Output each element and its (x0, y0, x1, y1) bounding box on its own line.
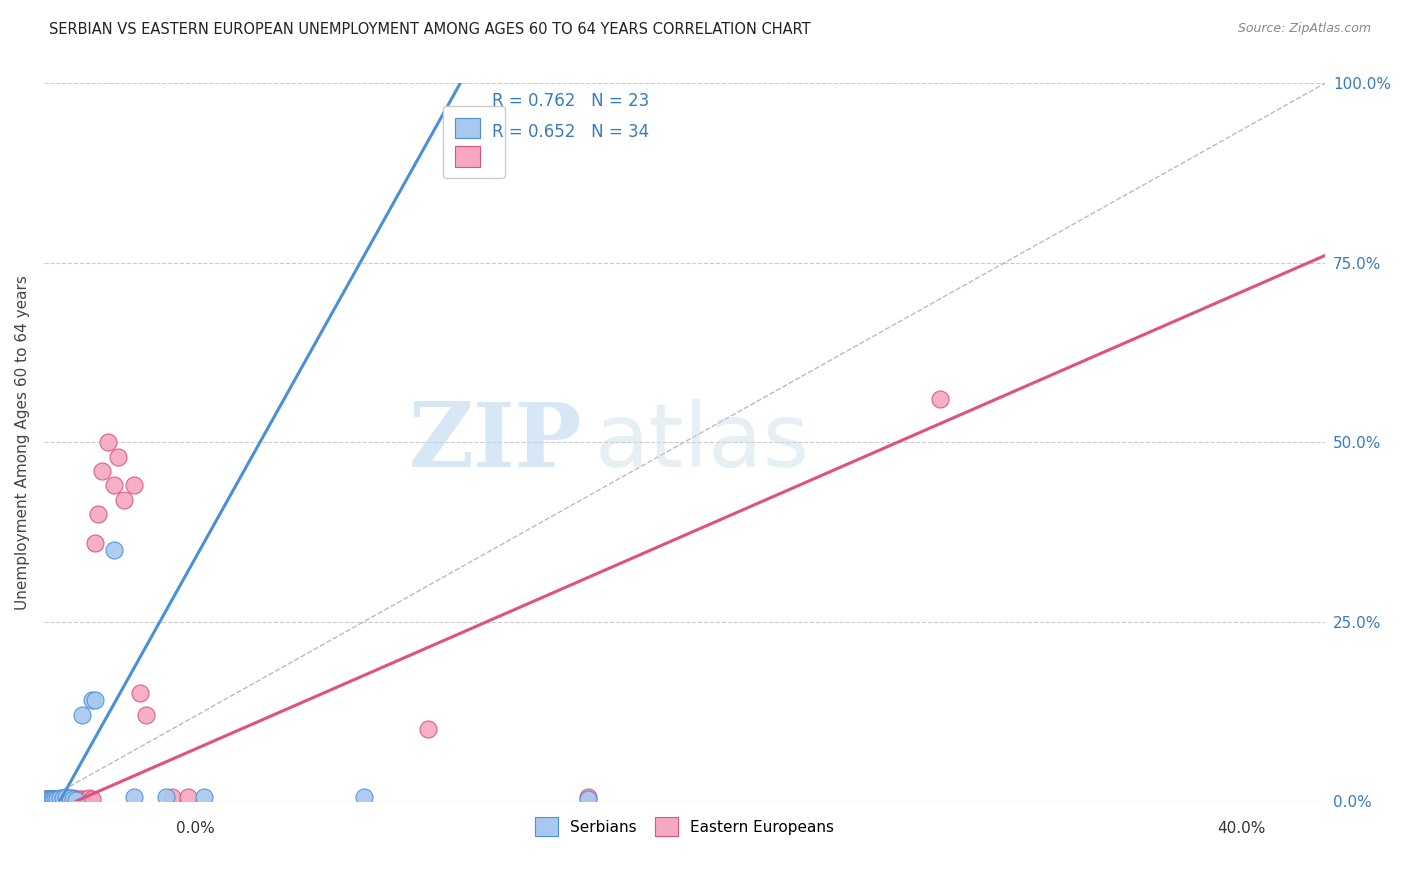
Point (177, 790, 200, 805)
Point (58, 791, 80, 805)
Y-axis label: Unemployment Among Ages 60 to 64 years: Unemployment Among Ages 60 to 64 years (15, 275, 30, 609)
Point (576, 790, 599, 805)
Point (42, 791, 65, 805)
Point (65, 793, 87, 807)
Point (65, 791, 87, 805)
Point (49, 791, 72, 805)
Point (84, 535, 107, 549)
Point (35, 792, 58, 806)
Point (35, 792, 58, 806)
Point (45, 791, 67, 805)
Text: atlas: atlas (595, 399, 810, 485)
Legend: Serbians, Eastern Europeans: Serbians, Eastern Europeans (527, 810, 842, 844)
Text: R = 0.652   N = 34: R = 0.652 N = 34 (492, 123, 650, 141)
Point (34, 792, 56, 806)
Point (42, 791, 65, 805)
Point (52, 791, 75, 805)
Point (34, 792, 56, 806)
Point (135, 707, 157, 722)
Point (67, 791, 90, 805)
Point (80, 791, 103, 805)
Point (353, 790, 375, 805)
Point (84, 693, 107, 707)
Point (97, 435, 120, 450)
Point (72, 791, 94, 805)
Point (44, 791, 66, 805)
Point (41, 791, 63, 805)
Point (38, 792, 60, 806)
Point (41, 791, 63, 805)
Point (129, 686, 152, 700)
Point (45, 791, 67, 805)
Point (49, 791, 72, 805)
Text: 0.0%: 0.0% (176, 821, 215, 836)
Point (62, 791, 84, 805)
Point (155, 790, 177, 805)
Point (87, 507, 110, 521)
Point (416, 722, 439, 736)
Point (72, 707, 94, 722)
Point (62, 791, 84, 805)
Text: Source: ZipAtlas.com: Source: ZipAtlas.com (1237, 22, 1371, 36)
Point (90, 464, 112, 478)
Point (58, 791, 80, 805)
Text: 40.0%: 40.0% (1218, 821, 1265, 836)
Text: R = 0.762   N = 23: R = 0.762 N = 23 (492, 93, 650, 111)
Point (107, 450, 129, 464)
Point (55, 790, 77, 805)
Point (39, 791, 62, 805)
Point (576, 791, 599, 805)
Text: ZIP: ZIP (408, 399, 582, 485)
Point (39, 792, 62, 806)
Point (75, 791, 97, 805)
Point (122, 790, 145, 805)
Point (929, 392, 952, 406)
Point (52, 791, 75, 805)
Point (103, 478, 125, 492)
Point (44, 791, 66, 805)
Point (193, 790, 215, 805)
Point (160, 790, 183, 805)
Text: SERBIAN VS EASTERN EUROPEAN UNEMPLOYMENT AMONG AGES 60 TO 64 YEARS CORRELATION C: SERBIAN VS EASTERN EUROPEAN UNEMPLOYMENT… (49, 22, 811, 37)
Point (103, 542, 125, 557)
Point (80, 693, 103, 707)
Point (38, 792, 60, 806)
Point (77, 791, 100, 805)
Point (55, 791, 77, 805)
Point (112, 492, 135, 507)
Point (122, 478, 145, 492)
